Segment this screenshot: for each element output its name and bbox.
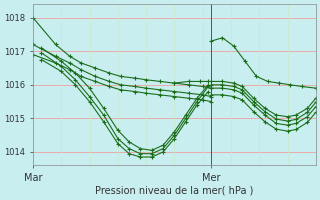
X-axis label: Pression niveau de la mer( hPa ): Pression niveau de la mer( hPa ) — [95, 186, 253, 196]
